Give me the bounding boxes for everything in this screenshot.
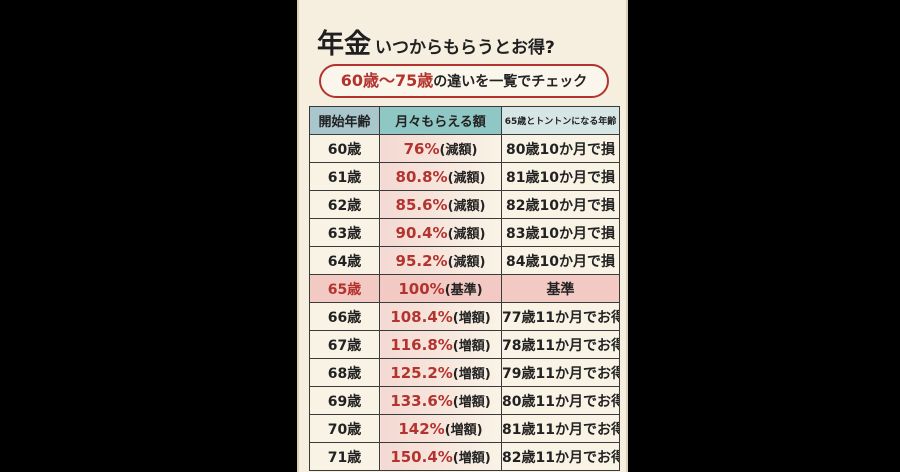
table-row: 71歳 150.4%(増額) 82歳11か月でお得 [309,442,620,471]
start-age: 61歳 [309,162,380,191]
start-age: 67歳 [309,330,380,359]
table-body: 60歳 76%(減額) 80歳10か月で損 61歳 80.8%(減額) 81歳10か月で損… [309,134,620,471]
rate-note: (増額) [452,395,491,410]
breakeven-age: 77歳11か月でお得 [501,302,620,331]
breakeven-age: 83歳10か月で損 [501,218,620,247]
table-row: 65歳 100%(基準) 基準 [309,274,620,303]
rate-note: (増額) [452,451,491,466]
monthly-amount: 90.4%(減額) [379,218,502,247]
rate: 76% [403,140,440,158]
start-age: 63歳 [309,218,380,247]
column-header: 開始年齢 [309,106,380,135]
table-row: 61歳 80.8%(減額) 81歳10か月で損 [309,162,620,191]
start-age: 71歳 [309,442,380,471]
breakeven-age: 80歳10か月で損 [501,134,620,163]
rate: 90.4% [395,224,448,242]
rate: 85.6% [395,196,448,214]
rate: 142% [398,420,445,438]
start-age: 65歳 [309,274,380,303]
table-row: 60歳 76%(減額) 80歳10か月で損 [309,134,620,163]
table-row: 67歳 116.8%(増額) 78歳11か月でお得 [309,330,620,359]
start-age: 70歳 [309,414,380,443]
monthly-amount: 116.8%(増額) [379,330,502,359]
table-row: 63歳 90.4%(減額) 83歳10か月で損 [309,218,620,247]
monthly-amount: 133.6%(増額) [379,386,502,415]
breakeven-age: 81歳10か月で損 [501,162,620,191]
rate-note: (減額) [447,199,486,214]
rate-note: (増額) [452,311,491,326]
rate: 133.6% [390,392,453,410]
table-row: 70歳 142%(増額) 81歳11か月でお得 [309,414,620,443]
monthly-amount: 150.4%(増額) [379,442,502,471]
monthly-amount: 108.4%(増額) [379,302,502,331]
start-age: 64歳 [309,246,380,275]
table-row: 62歳 85.6%(減額) 82歳10か月で損 [309,190,620,219]
breakeven-age: 82歳10か月で損 [501,190,620,219]
start-age: 60歳 [309,134,380,163]
rate: 80.8% [395,168,448,186]
breakeven-age: 79歳11か月でお得 [501,358,620,387]
monthly-amount: 76%(減額) [379,134,502,163]
monthly-amount: 80.8%(減額) [379,162,502,191]
rate-note: (減額) [447,171,486,186]
table: 開始年齢 月々もらえる額 65歳とトントンになる年齢 60歳 76%(減額) 80歳10… [309,106,620,471]
breakeven-age: 80歳11か月でお得 [501,386,620,415]
rate: 125.2% [390,364,453,382]
badge: 60歳〜75歳の違いを一覧でチェック [319,64,609,98]
rate-note: (減額) [447,255,486,270]
title-sub: いつからもらうとお得? [375,38,555,58]
rate-note: (増額) [452,339,491,354]
table-row: 69歳 133.6%(増額) 80歳11か月でお得 [309,386,620,415]
breakeven-age: 基準 [501,274,620,303]
breakeven-age: 81歳11か月でお得 [501,414,620,443]
breakeven-age: 82歳11か月でお得 [501,442,620,471]
table-row: 66歳 108.4%(増額) 77歳11か月でお得 [309,302,620,331]
breakeven-age: 84歳10か月で損 [501,246,620,275]
column-header: 月々もらえる額 [379,106,502,135]
header-row: 開始年齢 月々もらえる額 65歳とトントンになる年齢 [309,106,620,135]
rate: 100% [398,280,445,298]
monthly-amount: 100%(基準) [379,274,502,303]
badge-highlight: 60歳〜75歳 [340,71,434,90]
table-row: 64歳 95.2%(減額) 84歳10か月で損 [309,246,620,275]
rate: 150.4% [390,448,453,466]
monthly-amount: 125.2%(増額) [379,358,502,387]
rate: 95.2% [395,252,448,270]
column-header: 65歳とトントンになる年齢 [501,106,620,135]
infographic: 年金 いつからもらうとお得? 60歳〜75歳の違いを一覧でチェック 開始年齢 月々も… [297,0,628,472]
title-main: 年金 [317,29,371,60]
rate-note: (減額) [447,227,486,242]
badge-text: の違いを一覧でチェック [433,74,588,90]
rate-note: (基準) [444,283,483,298]
start-age: 69歳 [309,386,380,415]
monthly-amount: 142%(増額) [379,414,502,443]
table-row: 68歳 125.2%(増額) 79歳11か月でお得 [309,358,620,387]
start-age: 66歳 [309,302,380,331]
rate-note: (減額) [439,143,478,158]
rate: 108.4% [390,308,453,326]
breakeven-age: 78歳11か月でお得 [501,330,620,359]
title: 年金 いつからもらうとお得? [317,22,555,61]
rate-note: (増額) [444,423,483,438]
monthly-amount: 85.6%(減額) [379,190,502,219]
start-age: 62歳 [309,190,380,219]
rate: 116.8% [390,336,453,354]
rate-note: (増額) [452,367,491,382]
monthly-amount: 95.2%(減額) [379,246,502,275]
start-age: 68歳 [309,358,380,387]
